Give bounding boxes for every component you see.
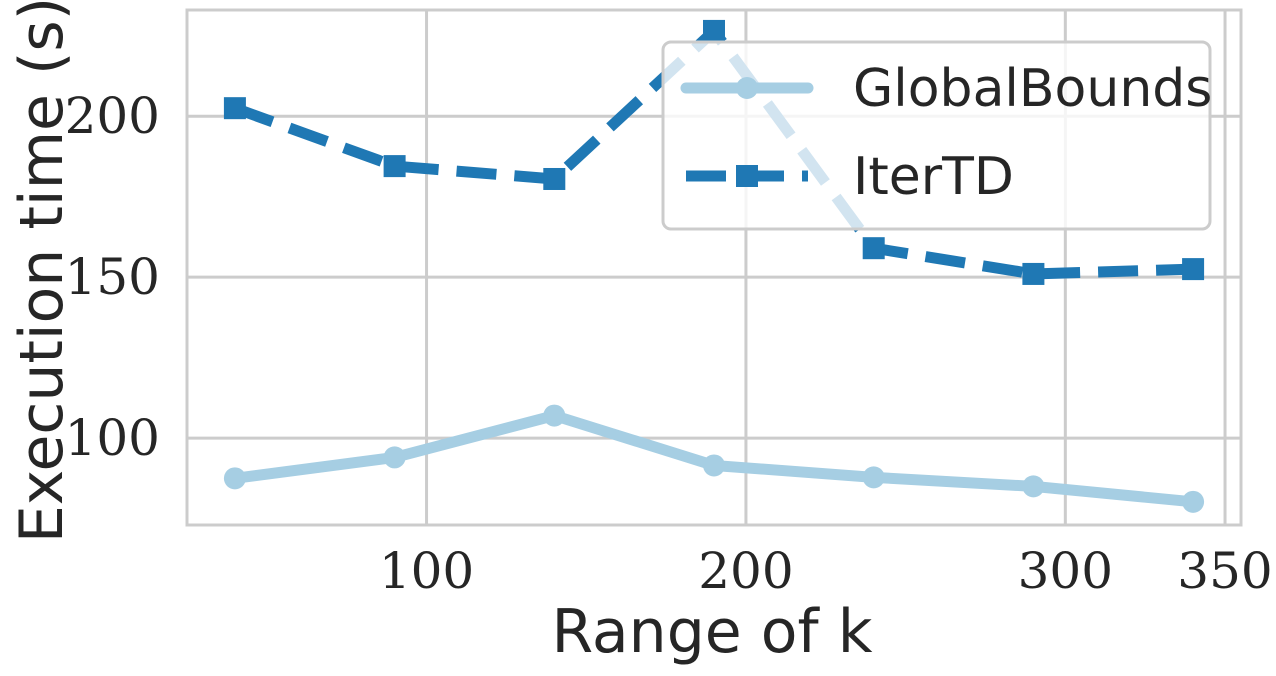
series-globalbounds [223, 404, 1205, 513]
data-series [223, 19, 1205, 513]
x-axis-label: Range of k [552, 597, 873, 667]
legend-marker [736, 165, 758, 187]
legend-label: IterTD [853, 147, 1014, 207]
tick-labels: 100 200 300 350 100 150 200 [65, 87, 1273, 600]
x-tick-label: 350 [1177, 542, 1272, 600]
data-point [543, 167, 566, 190]
x-tick-label: 100 [379, 542, 474, 600]
data-point [1182, 490, 1205, 513]
legend-marker [736, 77, 758, 99]
data-point [862, 237, 885, 260]
series-itertd [223, 19, 1205, 285]
data-point [1182, 258, 1205, 281]
data-point [223, 97, 246, 120]
legend: GlobalBounds IterTD [661, 40, 1212, 231]
legend-item-globalbounds: GlobalBounds [680, 59, 1212, 119]
y-axis-label: Execution time (s) [7, 0, 77, 543]
y-tick-label: 100 [65, 409, 160, 467]
plot-area-frame [185, 8, 1243, 527]
data-point [703, 454, 725, 477]
data-point [862, 466, 885, 489]
data-point [543, 404, 566, 427]
x-tick-label: 200 [698, 542, 793, 600]
legend-item-itertd: IterTD [686, 147, 1014, 207]
y-tick-label: 200 [65, 87, 160, 145]
data-point [383, 155, 406, 178]
y-tick-label: 150 [65, 248, 160, 306]
x-tick-label: 300 [1018, 542, 1113, 600]
data-point [1022, 262, 1045, 285]
legend-label: GlobalBounds [853, 59, 1212, 119]
data-point [703, 19, 725, 42]
data-point [1022, 475, 1045, 498]
data-point [383, 446, 406, 469]
data-point [223, 467, 246, 490]
